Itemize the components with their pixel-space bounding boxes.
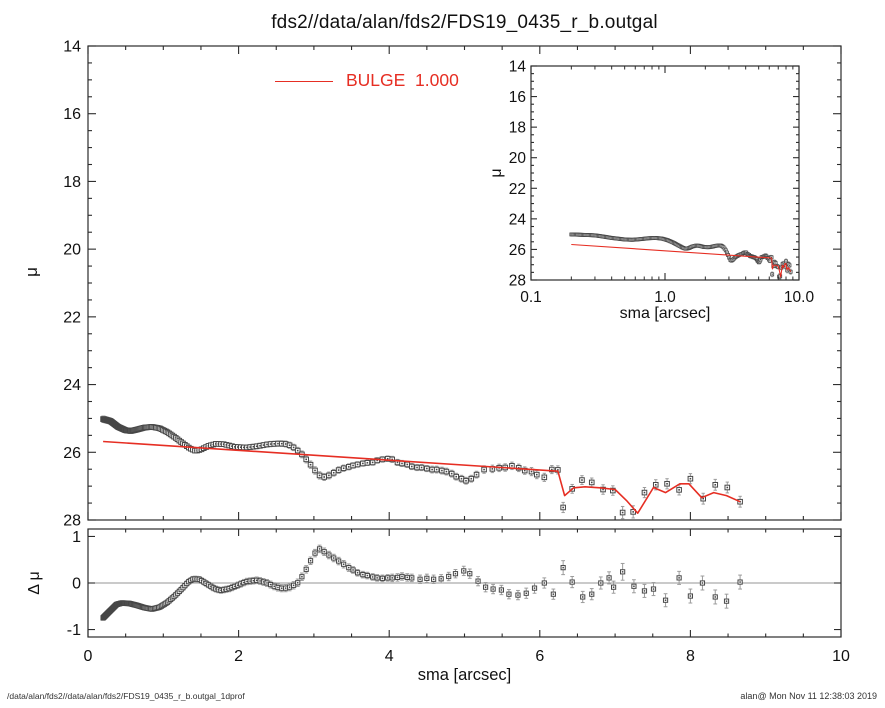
svg-text:20: 20 xyxy=(509,150,527,167)
svg-text:-1: -1 xyxy=(67,622,81,639)
legend-bulge-label: BULGE 1.000 xyxy=(346,70,459,90)
svg-text:0.1: 0.1 xyxy=(520,289,542,306)
svg-text:16: 16 xyxy=(63,106,81,123)
svg-text:10: 10 xyxy=(832,648,850,665)
main-y-axis-label: μ xyxy=(22,267,41,277)
footer-user-timestamp: alan@ Mon Nov 11 12:38:03 2019 xyxy=(740,691,877,701)
residual-y-axis-label: Δ μ xyxy=(26,571,43,595)
inset-y-axis-label: μ xyxy=(488,168,505,178)
svg-text:28: 28 xyxy=(509,273,526,290)
svg-text:18: 18 xyxy=(509,120,526,137)
svg-text:18: 18 xyxy=(63,174,81,191)
svg-text:10.0: 10.0 xyxy=(784,289,815,306)
svg-text:22: 22 xyxy=(63,309,81,326)
svg-text:8: 8 xyxy=(686,648,695,665)
svg-text:20: 20 xyxy=(63,242,81,259)
svg-text:4: 4 xyxy=(385,648,394,665)
svg-text:14: 14 xyxy=(509,59,527,76)
legend-bulge-line xyxy=(275,81,333,82)
inset-x-axis-label: sma [arcsec] xyxy=(619,305,711,322)
svg-text:28: 28 xyxy=(63,513,81,530)
x-axis-label: sma [arcsec] xyxy=(417,666,512,684)
svg-text:0: 0 xyxy=(72,576,81,593)
svg-text:24: 24 xyxy=(509,211,527,228)
footer-file-path: /data/alan/fds2//data/alan/fds2/FDS19_04… xyxy=(7,691,245,701)
svg-text:22: 22 xyxy=(509,181,526,198)
svg-text:24: 24 xyxy=(63,377,81,394)
svg-text:1.0: 1.0 xyxy=(654,289,676,306)
svg-text:2: 2 xyxy=(234,648,243,665)
svg-text:26: 26 xyxy=(509,242,526,259)
svg-text:26: 26 xyxy=(63,445,81,462)
svg-text:14: 14 xyxy=(63,39,81,56)
plot-title: fds2//data/alan/fds2/FDS19_0435_r_b.outg… xyxy=(271,12,658,33)
svg-text:1: 1 xyxy=(72,529,81,546)
svg-text:6: 6 xyxy=(535,648,544,665)
svg-text:0: 0 xyxy=(84,648,93,665)
svg-text:16: 16 xyxy=(509,89,526,106)
